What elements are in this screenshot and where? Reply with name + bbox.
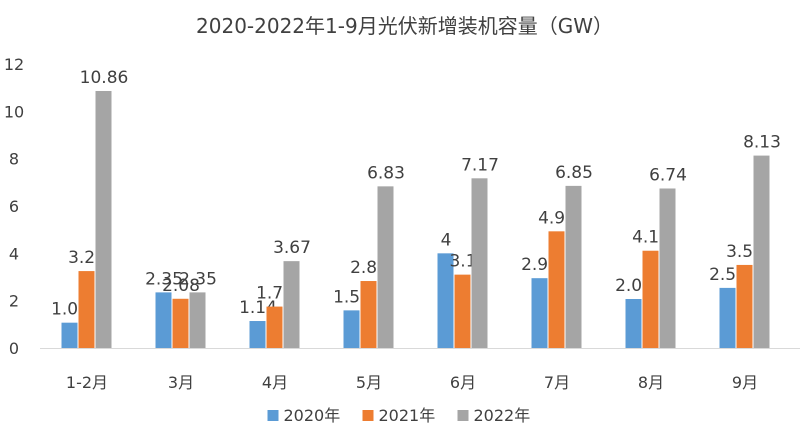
- data-label: 6.74: [649, 165, 687, 185]
- y-tick-label: 2: [9, 292, 19, 311]
- y-tick-label: 4: [9, 244, 19, 263]
- bar: [377, 186, 394, 348]
- bar: [753, 155, 770, 348]
- bar: [659, 188, 676, 348]
- x-category-label: 1-2月: [66, 373, 108, 392]
- bar: [736, 264, 753, 348]
- bar: [61, 322, 78, 348]
- y-tick-label: 10: [4, 102, 24, 121]
- bar: [565, 185, 582, 348]
- x-category-label: 7月: [544, 373, 570, 392]
- data-label: 3.1: [449, 252, 476, 272]
- bar: [189, 292, 206, 348]
- data-label: 2.35: [179, 269, 217, 289]
- bar: [95, 90, 112, 348]
- legend-swatch: [457, 410, 469, 421]
- bar: [642, 250, 659, 348]
- bar: [266, 306, 283, 348]
- bar: [437, 253, 454, 348]
- bar: [719, 287, 736, 348]
- bar: [625, 299, 642, 348]
- bar: [471, 178, 488, 348]
- legend-label: 2022年: [474, 406, 531, 425]
- data-label: 2.08: [162, 276, 200, 296]
- bar: [155, 292, 172, 348]
- bar: [360, 281, 377, 348]
- data-label: 2.35: [145, 269, 183, 289]
- y-tick-label: 8: [9, 150, 19, 169]
- legend-swatch: [362, 410, 374, 421]
- x-category-label: 3月: [168, 373, 194, 392]
- bar: [531, 278, 548, 348]
- y-tick-label: 6: [9, 197, 19, 216]
- legend-swatch: [267, 410, 279, 421]
- x-category-label: 9月: [732, 373, 758, 392]
- legend-label: 2020年: [284, 406, 341, 425]
- bar: [454, 274, 471, 348]
- data-label: 8.13: [743, 133, 781, 153]
- y-tick-label: 0: [9, 339, 19, 358]
- bar: [343, 310, 360, 348]
- bar: [249, 321, 266, 348]
- bar: [172, 298, 189, 348]
- data-label: 6.85: [555, 163, 593, 183]
- x-category-label: 4月: [262, 373, 288, 392]
- data-label: 7.17: [461, 155, 499, 175]
- bar: [548, 231, 565, 348]
- legend-label: 2021年: [379, 406, 436, 425]
- data-label: 6.83: [367, 163, 405, 183]
- y-tick-label: 12: [4, 55, 24, 74]
- bar: [283, 261, 300, 348]
- data-label: 10.86: [80, 68, 129, 88]
- bar: [78, 271, 95, 348]
- x-category-label: 5月: [356, 373, 382, 392]
- data-label: 3.67: [273, 238, 311, 258]
- x-category-label: 6月: [450, 373, 476, 392]
- chart-title: 2020-2022年1-9月光伏新增装机容量（GW）: [196, 14, 613, 38]
- data-label: 4: [441, 230, 452, 250]
- x-category-label: 8月: [638, 373, 664, 392]
